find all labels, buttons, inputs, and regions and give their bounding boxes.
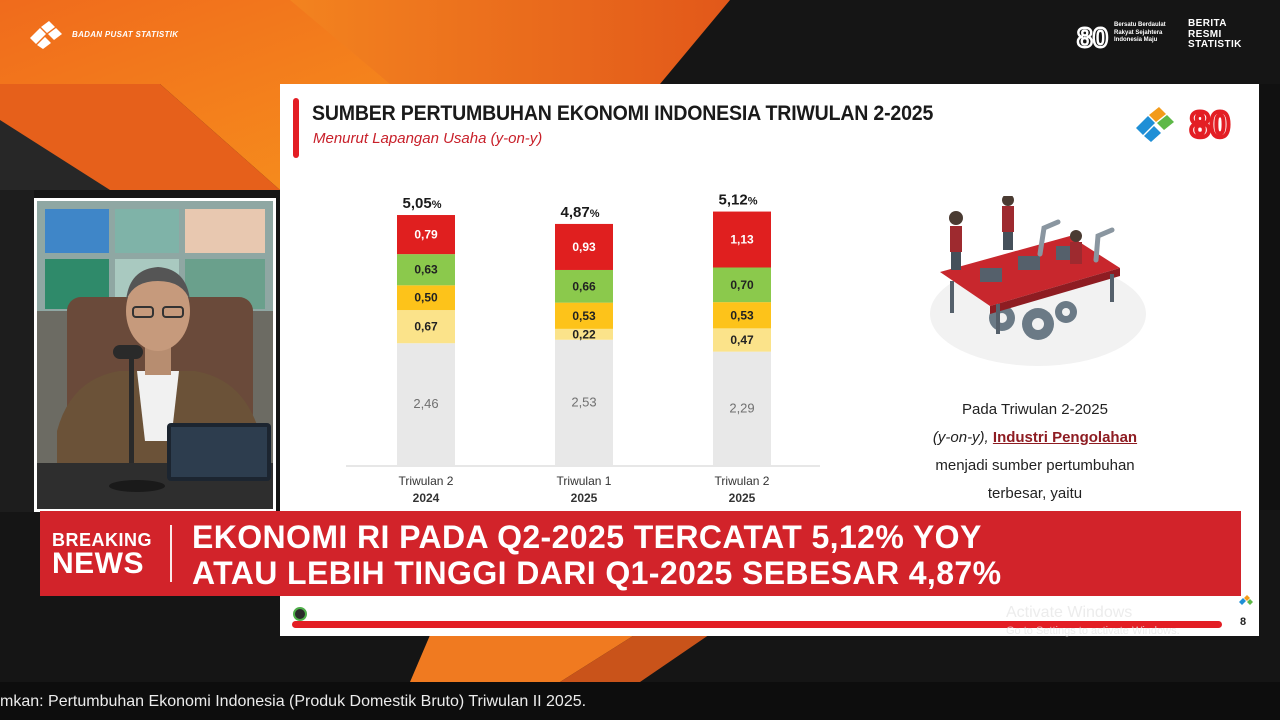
watermark-line2: Go to Settings to activate Windows.: [1006, 625, 1180, 637]
watermark-line1: Activate Windows: [1006, 604, 1133, 621]
bar-segment-label: 0,63: [414, 263, 438, 277]
bar-segment: [713, 328, 771, 352]
bar-segment: [555, 328, 613, 340]
anniversary-tagline-line: Rakyat Sejahtera: [1114, 29, 1163, 36]
windows-activation-watermark: Activate Windows Go to Settings to activ…: [1006, 604, 1180, 637]
slide-title: SUMBER PERTUMBUHAN EKONOMI INDONESIA TRI…: [312, 102, 934, 125]
bar-segment-label: 0,67: [414, 320, 438, 334]
bar-segment-label: 0,53: [572, 309, 596, 323]
bar-segment: [397, 343, 455, 465]
slide-subtitle: Menurut Lapangan Usaha (y-on-y): [313, 130, 543, 147]
slide-explanation-text: Pada Triwulan 2-2025 (y-on-y), Industri …: [890, 396, 1180, 508]
category-label: 2025: [729, 491, 756, 505]
bar-segment-label: 0,79: [414, 228, 438, 242]
anniversary-80-logo: 80: [1076, 21, 1109, 52]
mini-bps-logo: [1239, 595, 1253, 605]
brs-line: BERITA: [1188, 18, 1227, 29]
anniversary-number: 80: [1077, 22, 1108, 52]
page-number: 8: [1240, 616, 1247, 628]
text-highlight-industry: Industri Pengolahan: [992, 429, 1138, 446]
speaker-scene: [37, 201, 273, 509]
breaking-news-label: BREAKING NEWS: [52, 530, 162, 580]
bar-segment-label: 0,53: [730, 308, 754, 322]
bar-segment-label: 2,46: [413, 396, 438, 411]
bar-segment: [713, 302, 771, 329]
headline-line1: EKONOMI RI PADA Q2-2025 TERCATAT 5,12% Y…: [192, 519, 982, 555]
bar-segment: [397, 215, 455, 255]
anniversary-tagline-line: Bersatu Berdaulat: [1114, 22, 1166, 28]
bar-segment-label: 0,66: [572, 279, 596, 293]
bps-logo: [30, 21, 62, 49]
breaking-divider: [170, 525, 172, 582]
bar-segment-label: 1,13: [730, 233, 754, 247]
category-label: Triwulan 2: [715, 474, 770, 488]
bar-total-unit: %: [748, 196, 758, 208]
ticker-text: mkan: Pertumbuhan Ekonomi Indonesia (Pro…: [0, 693, 587, 710]
text-line: terbesar, yaitu: [987, 485, 1083, 502]
bar-total-label: 4,87%: [561, 204, 600, 221]
bps-color-logo: [1136, 107, 1174, 142]
slide-progress-knob[interactable]: [293, 607, 307, 621]
bar-segment: [397, 254, 455, 286]
factory-illustration: [930, 196, 1146, 366]
bar-total-label: 5,05%: [403, 195, 442, 212]
text-line: (y-on-y), Industri Pengolahan: [890, 424, 1180, 452]
bar-segment-label: 0,93: [572, 240, 596, 254]
bar-total-label: 5,12%: [719, 192, 758, 209]
title-accent-bar: [293, 98, 299, 158]
bar-total-unit: %: [590, 208, 600, 220]
bar-segment: [555, 339, 613, 465]
stacked-bar-chart: 2,46 0,67 0,50 0,63 0,79 5,05% Triwulan 2 2024 2…: [346, 192, 820, 505]
bar-segment: [713, 267, 771, 303]
bar-segment-label: 0,47: [730, 333, 754, 347]
news-ticker: mkan: Pertumbuhan Ekonomi Indonesia (Pro…: [0, 682, 1280, 720]
brs-line: RESMI: [1188, 28, 1222, 40]
bar-segment: [397, 310, 455, 344]
anniversary-tagline: Bersatu Berdaulat Rakyat Sejahtera Indon…: [1114, 22, 1178, 45]
brs-line: STATISTIK: [1188, 39, 1242, 50]
slide-progress-track[interactable]: [292, 621, 1222, 628]
brs-logo-text: BERITA RESMI STATISTIK: [1188, 18, 1242, 51]
text-line: Pada Triwulan 2-2025: [962, 401, 1108, 418]
bar-segment: [555, 223, 613, 270]
category-label: 2025: [571, 491, 598, 505]
bar-segment: [713, 211, 771, 268]
category-label: Triwulan 2: [399, 474, 454, 488]
bar-segment-label: 0,70: [730, 278, 754, 292]
bar-segment: [555, 302, 613, 329]
anniversary-tagline-line: Indonesia Maju: [1114, 37, 1158, 43]
bar-segment-label: 0,22: [572, 327, 596, 341]
breaking-label-line2: NEWS: [52, 547, 144, 580]
logo-number: 80: [1190, 104, 1230, 144]
bar-total-unit: %: [432, 199, 442, 211]
org-name: BADAN PUSAT STATISTIK: [72, 30, 179, 39]
breaking-headline: EKONOMI RI PADA Q2-2025 TERCATAT 5,12% Y…: [192, 519, 1001, 591]
category-label: 2024: [413, 491, 440, 505]
breaking-label-line1: BREAKING: [52, 530, 153, 550]
category-label: Triwulan 1: [557, 474, 612, 488]
anniversary-80-red-logo: 80: [1188, 102, 1232, 144]
bar-segment-label: 0,50: [414, 291, 438, 305]
bar-segment-label: 2,53: [571, 394, 596, 409]
speaker-camera-feed: [34, 198, 276, 512]
headline-line2: ATAU LEBIH TINGGI DARI Q1-2025 SEBESAR 4…: [192, 555, 1002, 591]
text-yoy: (y-on-y),: [932, 429, 989, 446]
bar-segment: [555, 269, 613, 303]
bar-segment: [713, 351, 771, 465]
text-line: menjadi sumber pertumbuhan: [935, 457, 1135, 474]
bar-segment: [397, 285, 455, 311]
breaking-news-bar: BREAKING NEWS EKONOMI RI PADA Q2-2025 TE…: [40, 511, 1241, 596]
bar-segment-label: 2,29: [729, 400, 754, 415]
